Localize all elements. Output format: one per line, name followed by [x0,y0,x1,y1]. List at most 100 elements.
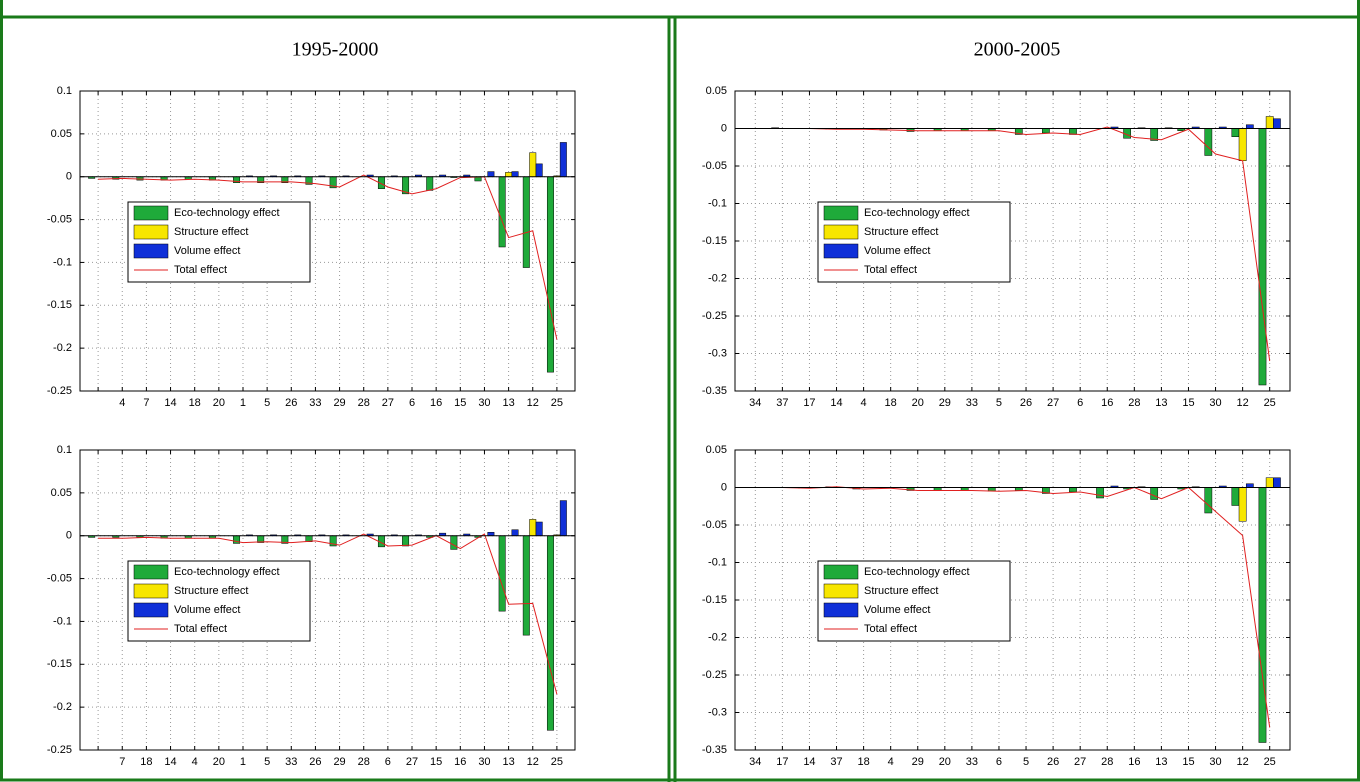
x-tick-label: 18 [857,756,869,768]
y-tick-label: -0.05 [47,572,72,584]
x-tick-label: 16 [1101,397,1113,409]
bar [505,172,513,177]
bar [546,535,554,731]
x-tick-label: 26 [285,397,297,409]
y-tick-label: -0.25 [47,744,72,756]
chart: 34 37 17 14 4 18 20 29 33 5 26 27 6 16 28 13 15 30 12 25 -0.… [702,85,1291,409]
x-tick-label: 27 [1074,756,1086,768]
y-tick-label: 0.05 [706,444,727,456]
x-tick-label: 18 [885,397,897,409]
y-tick-label: -0.25 [47,385,72,397]
column-header: 2000-2005 [974,39,1061,61]
bar [1204,487,1213,514]
x-tick-label: 29 [333,397,345,409]
x-tick-label: 14 [830,397,842,409]
y-tick-label: -0.15 [47,299,72,311]
x-tick-label: 13 [1155,756,1167,768]
legend-box [127,201,311,283]
x-tick-label: 12 [527,397,539,409]
x-tick-label: 20 [213,397,225,409]
x-tick-label: 20 [912,397,924,409]
legend-swatch [823,564,859,580]
bar [1204,128,1213,156]
y-tick-label: 0 [66,171,72,183]
bar [511,171,519,177]
x-tick-label: 5 [264,397,270,409]
total-line [755,126,1271,362]
x-tick-label: 15 [430,756,442,768]
chart: 34 17 14 37 18 4 29 20 33 6 5 26 27 28 16 13 15 30 12 25 -0.… [702,444,1291,768]
y-tick-label: -0.15 [702,235,727,247]
y-tick-label: 0 [66,530,72,542]
y-tick-label: 0 [721,481,727,493]
x-tick-label: 13 [1155,397,1167,409]
x-tick-label: 28 [1128,397,1140,409]
bar [559,142,567,177]
x-tick-label: 37 [776,397,788,409]
chart: 7 18 14 4 20 1 5 33 26 29 28 6 27 15 16 30 13 12 25-0.25-0… [47,444,576,768]
legend-swatch [823,224,859,240]
x-tick-label: 26 [1020,397,1032,409]
legend-swatch [133,205,169,221]
legend-label: Structure effect [864,226,938,238]
x-tick-label: 6 [409,397,415,409]
legend-label: Eco-technology effect [864,566,970,578]
legend-label: Volume effect [174,245,240,257]
x-tick-label: 5 [996,397,1002,409]
x-tick-label: 6 [385,756,391,768]
legend-swatch [133,564,169,580]
x-tick-label: 13 [502,756,514,768]
x-tick-label: 29 [333,756,345,768]
x-tick-label: 4 [888,756,894,768]
x-tick-label: 4 [119,397,125,409]
bar [1273,477,1281,488]
x-tick-label: 7 [119,756,125,768]
x-tick-label: 34 [749,756,761,768]
x-tick-label: 13 [502,397,514,409]
bar [1245,124,1254,129]
x-tick-label: 6 [996,756,1002,768]
y-tick-label: 0.05 [51,487,72,499]
x-tick-label: 14 [164,756,176,768]
x-tick-label: 6 [1077,397,1083,409]
y-tick-label: -0.2 [708,272,727,284]
legend-label: Eco-technology effect [174,566,280,578]
bar [535,163,543,177]
x-tick-label: 12 [1236,756,1248,768]
x-tick-label: 16 [454,756,466,768]
legend-label: Eco-technology effect [864,207,970,219]
x-tick-label: 28 [358,756,370,768]
y-tick-label: 0.05 [706,85,727,97]
x-tick-label: 20 [213,756,225,768]
y-tick-label: -0.25 [702,669,727,681]
y-tick-label: -0.1 [53,256,72,268]
x-tick-label: 34 [749,397,761,409]
x-tick-label: 14 [803,756,815,768]
legend-label: Volume effect [174,604,240,616]
x-tick-label: 30 [1209,756,1221,768]
legend-swatch [133,243,169,259]
y-tick-label: -0.35 [702,385,727,397]
bar [1245,483,1254,488]
legend-swatch [133,583,169,599]
bar [1258,487,1267,743]
y-tick-label: -0.2 [53,701,72,713]
bar [402,535,410,547]
bar [511,529,519,536]
bar [1042,128,1050,134]
bar [1231,128,1240,137]
x-tick-label: 25 [1264,397,1276,409]
x-tick-label: 1 [240,756,246,768]
bar [1258,128,1267,386]
bar [450,535,458,550]
x-tick-label: 26 [309,756,321,768]
y-tick-label: 0.05 [51,128,72,140]
x-tick-label: 26 [1047,756,1059,768]
x-tick-label: 14 [164,397,176,409]
legend-swatch [823,583,859,599]
x-tick-label: 7 [143,397,149,409]
legend-label: Eco-technology effect [174,207,280,219]
legend-label: Total effect [864,623,917,635]
